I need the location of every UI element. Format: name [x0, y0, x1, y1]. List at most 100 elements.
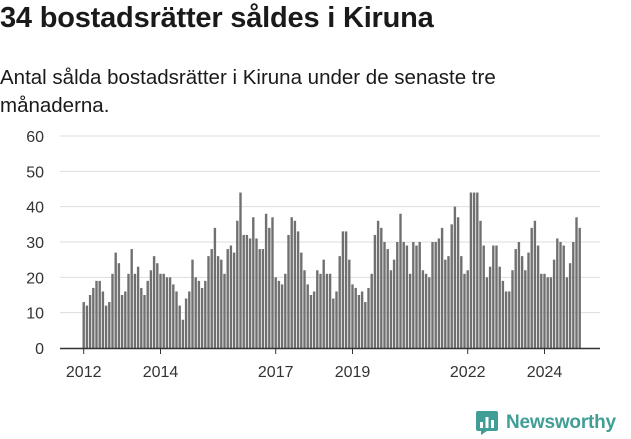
bar [258, 249, 261, 348]
bars [82, 192, 581, 348]
bar [290, 217, 293, 348]
bar [338, 256, 341, 348]
bar [210, 249, 213, 348]
bar [453, 206, 457, 348]
bar [527, 252, 530, 348]
bar [415, 245, 418, 348]
bar [172, 284, 175, 348]
bar [540, 273, 543, 348]
bar [460, 256, 463, 348]
bar [245, 234, 249, 348]
y-axis-labels: 0 10 20 30 40 50 60 [26, 129, 44, 358]
bar [108, 302, 111, 348]
bar [421, 270, 425, 348]
bar [207, 256, 210, 348]
bar [316, 270, 319, 348]
bar [130, 249, 133, 348]
bar [380, 227, 383, 348]
newsworthy-brand[interactable]: Newsworthy [475, 408, 616, 438]
bar [341, 231, 345, 348]
bar [543, 273, 546, 348]
bar [85, 305, 89, 348]
bar [508, 291, 511, 348]
bar [575, 217, 578, 348]
bar [296, 231, 300, 348]
bar [530, 227, 533, 348]
bar [188, 291, 191, 348]
bar [351, 284, 354, 348]
bar [220, 259, 223, 348]
bar [274, 277, 277, 348]
bar [578, 227, 581, 348]
bar [114, 252, 117, 348]
bar [434, 242, 437, 348]
bar [175, 291, 178, 348]
bar [300, 252, 303, 348]
bar [95, 280, 98, 348]
bar [159, 273, 162, 348]
bar [133, 273, 137, 348]
y-tick-label: 60 [26, 129, 44, 146]
bar [104, 305, 108, 348]
bar [268, 227, 271, 348]
bar [479, 220, 482, 348]
bar [357, 295, 361, 348]
bar [504, 291, 508, 348]
bar [373, 234, 377, 348]
bar [536, 245, 540, 348]
bar [549, 277, 553, 348]
bar [424, 273, 428, 348]
bar [559, 242, 562, 348]
bar [264, 213, 268, 348]
bar [239, 192, 242, 348]
bar [213, 227, 217, 348]
x-tick-label: 2017 [258, 364, 294, 381]
bar [364, 302, 367, 348]
bar [332, 298, 335, 348]
bar [204, 280, 207, 348]
bar [168, 277, 172, 348]
bar [376, 220, 380, 348]
bar [354, 287, 357, 348]
bar [344, 231, 348, 348]
bar [440, 227, 444, 348]
bar [556, 238, 559, 348]
y-tick-label: 30 [26, 235, 44, 252]
bar [178, 305, 181, 348]
y-tick-label: 40 [26, 200, 44, 217]
bar [306, 284, 309, 348]
bar [476, 192, 479, 348]
bar [360, 291, 364, 348]
bar [444, 259, 447, 348]
x-tick-label: 2019 [335, 364, 371, 381]
bar [495, 245, 498, 348]
bar [277, 280, 281, 348]
bar [280, 284, 284, 348]
bar [216, 256, 220, 348]
bar [488, 266, 492, 348]
bar [261, 249, 265, 348]
bar [511, 270, 514, 348]
bar [287, 234, 290, 348]
bar [140, 287, 143, 348]
bar [335, 291, 338, 348]
bar [143, 295, 146, 348]
bar [226, 249, 229, 348]
bar [319, 273, 322, 348]
bar [568, 263, 572, 348]
bar [546, 277, 549, 348]
bar [248, 238, 252, 348]
bar [156, 263, 159, 348]
bar [252, 217, 255, 348]
bar [431, 242, 434, 348]
bar [111, 273, 114, 348]
bar [184, 298, 188, 348]
bar [370, 273, 373, 348]
bar [303, 270, 306, 348]
bar [120, 295, 124, 348]
bar [367, 287, 370, 348]
chart-subtitle: Antal sålda bostadsrätter i Kiruna under… [0, 66, 496, 117]
bar [472, 192, 476, 348]
y-tick-label: 50 [26, 164, 44, 181]
bar [124, 291, 127, 348]
